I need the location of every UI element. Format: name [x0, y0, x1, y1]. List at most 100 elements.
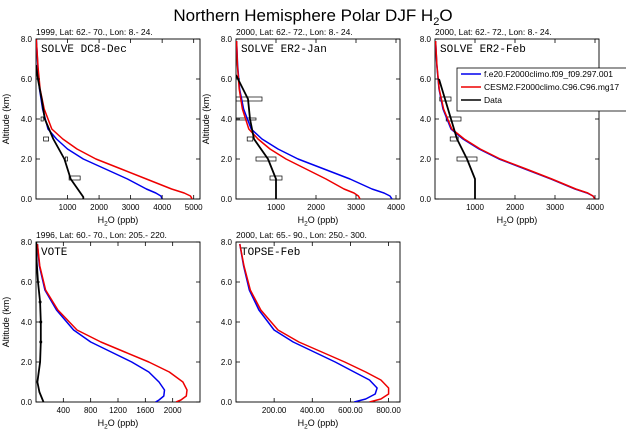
x-tick-label: 200.00	[262, 406, 287, 415]
x-tick-label: 5000	[185, 203, 203, 212]
x-tick-label: 800.00	[376, 406, 401, 415]
x-axis-label-main: H	[98, 418, 105, 428]
y-tick-label: 2.0	[21, 155, 33, 164]
x-tick-label: 4000	[387, 203, 405, 212]
data-error-box	[68, 175, 81, 181]
panel-header: 2000, Lat: 65.- 90., Lon: 250.- 300.	[236, 230, 367, 240]
chart-panel-2: 2000, Lat: 62.- 72., Lon: 8.- 24. 1000 200…	[201, 27, 405, 228]
x-axis-label-tail: O (ppb)	[108, 418, 139, 428]
x-axis-label-sub: 2	[304, 424, 308, 431]
y-tick-label: 8.0	[221, 238, 233, 247]
x-tick-label: 1200	[109, 406, 127, 415]
x-tick-label: 4000	[153, 203, 171, 212]
y-tick-label: 0.0	[221, 195, 233, 204]
y-tick-label: 0.0	[420, 195, 432, 204]
x-tick-label: 2000	[90, 203, 108, 212]
y-tick-label: 2.0	[420, 155, 432, 164]
x-tick-label: 800	[84, 406, 98, 415]
x-tick-label: 1000	[267, 203, 285, 212]
legend-label: CESM2.F2000climo.C96.C96.mg17	[484, 82, 619, 92]
series-line-f-e20-f2000climo-f09-f09-297-001	[236, 40, 393, 199]
x-tick-label: 3000	[122, 203, 140, 212]
x-axis-label: H2O (ppb)	[98, 215, 139, 228]
x-axis-label-sub: 2	[304, 221, 308, 228]
plot-frame	[434, 38, 600, 200]
y-tick-label: 6.0	[21, 278, 33, 287]
x-axis-label-tail: O (ppb)	[308, 418, 339, 428]
legend-box	[456, 67, 626, 112]
panel-header: 2000, Lat: 62.- 72., Lon: 8.- 24.	[236, 27, 353, 37]
panel-title: SOLVE ER2-Jan	[241, 44, 327, 56]
x-axis-label-sub: 2	[503, 221, 507, 228]
series-line-data	[36, 64, 85, 199]
legend-label: Data	[484, 95, 502, 105]
series-line-f-e20-f2000climo-f09-f09-297-001	[239, 243, 378, 402]
y-tick-label: 4.0	[21, 115, 33, 124]
y-tick-label: 4.0	[221, 318, 233, 327]
y-tick-label: 4.0	[21, 318, 33, 327]
panel-title: SOLVE DC8-Dec	[41, 44, 127, 56]
figure-title: Northern Hemisphere Polar DJF H2O	[173, 6, 452, 28]
x-tick-label: 2000	[506, 203, 524, 212]
chart-panel-4: 1996, Lat: 60.- 70., Lon: 205.- 220. 400 8…	[1, 230, 201, 431]
plot-area	[36, 242, 188, 402]
chart-panel-5: 2000, Lat: 65.- 90., Lon: 250.- 300. 200.…	[221, 230, 401, 431]
x-axis-label: H2O (ppb)	[298, 418, 339, 431]
x-axis-label-tail: O (ppb)	[308, 215, 339, 225]
x-axis-label-main: H	[298, 215, 305, 225]
plot-area	[239, 243, 390, 402]
series-line-cesm2-f2000climo-c96-c96-mg17	[239, 243, 390, 402]
plot-frame	[35, 241, 201, 403]
x-tick-label: 3000	[546, 203, 564, 212]
series-line-data	[36, 242, 45, 402]
data-error-box	[246, 136, 254, 142]
data-error-box	[449, 136, 459, 142]
y-tick-label: 6.0	[21, 75, 33, 84]
series-line-data	[236, 74, 277, 199]
panel-title: VOTE	[41, 247, 68, 259]
x-axis-label-sub: 2	[104, 424, 108, 431]
x-tick-label: 2000	[164, 406, 182, 415]
data-error-box	[40, 116, 44, 122]
y-tick-label: 4.0	[420, 115, 432, 124]
series-line-f-e20-f2000climo-f09-f09-297-001	[435, 40, 596, 199]
x-tick-label: 3000	[347, 203, 365, 212]
x-axis-label-tail: O (ppb)	[108, 215, 139, 225]
x-axis-label-main: H	[497, 215, 504, 225]
y-tick-label: 4.0	[221, 115, 233, 124]
plot-area	[36, 39, 193, 199]
x-axis-label-main: H	[298, 418, 305, 428]
panel-header: 2000, Lat: 62.- 72., Lon: 8.- 24.	[435, 27, 552, 37]
panel-title: TOPSE-Feb	[241, 247, 300, 259]
y-tick-label: 6.0	[221, 75, 233, 84]
y-tick-label: 0.0	[221, 398, 233, 407]
series-line-data	[438, 78, 476, 199]
series-line-f-e20-f2000climo-f09-f09-297-001	[36, 39, 163, 199]
series-line-f-e20-f2000climo-f09-f09-297-001	[36, 243, 166, 402]
plot-area	[236, 40, 393, 199]
x-tick-label: 600.00	[338, 406, 363, 415]
plot-area	[435, 40, 596, 199]
series-line-cesm2-f2000climo-c96-c96-mg17	[236, 40, 361, 199]
y-axis-label: Altitude (km)	[1, 297, 11, 348]
x-axis-label: H2O (ppb)	[98, 418, 139, 431]
series-line-cesm2-f2000climo-c96-c96-mg17	[36, 39, 193, 199]
x-tick-label: 1000	[466, 203, 484, 212]
x-axis-label: H2O (ppb)	[497, 215, 538, 228]
panel-header: 1999, Lat: 62.- 70., Lon: 8.- 24.	[36, 27, 153, 37]
y-tick-label: 0.0	[21, 195, 33, 204]
legend-label: f.e20.F2000climo.f09_f09.297.001	[484, 69, 613, 79]
y-axis-label: Altitude (km)	[1, 94, 11, 145]
y-axis-label: Altitude (km)	[201, 94, 211, 145]
x-tick-label: 400	[57, 406, 71, 415]
y-tick-label: 6.0	[221, 278, 233, 287]
y-tick-label: 8.0	[420, 35, 432, 44]
x-tick-label: 2000	[307, 203, 325, 212]
series-line-cesm2-f2000climo-c96-c96-mg17	[435, 40, 596, 199]
x-axis-label-sub: 2	[104, 221, 108, 228]
y-tick-label: 2.0	[221, 155, 233, 164]
y-tick-label: 8.0	[21, 35, 33, 44]
chart-panel-1: 1999, Lat: 62.- 70., Lon: 8.- 24. 1000 200…	[1, 27, 203, 228]
y-tick-label: 6.0	[420, 75, 432, 84]
